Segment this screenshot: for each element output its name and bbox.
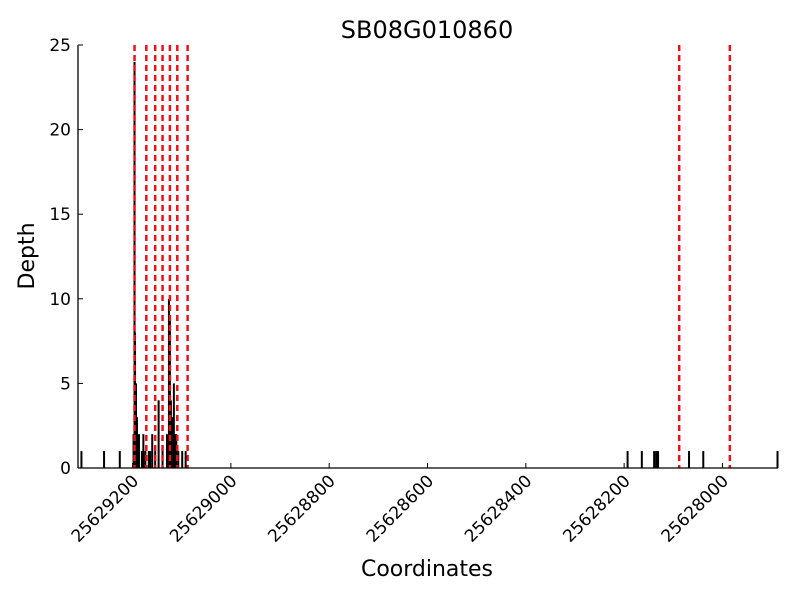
y-tick-label: 5	[60, 374, 71, 394]
depth-bar	[149, 451, 152, 468]
depth-bar	[657, 451, 660, 468]
depth-bar	[172, 383, 175, 468]
depth-bar	[653, 451, 656, 468]
x-tick-label: 25628800	[264, 471, 339, 546]
depth-bar	[184, 451, 187, 468]
y-tick-label: 15	[49, 205, 71, 225]
depth-bars	[80, 61, 779, 469]
depth-bar	[118, 451, 121, 468]
depth-bar	[626, 451, 629, 468]
x-tick-label: 25628600	[363, 471, 438, 546]
x-tick-label: 25629000	[166, 471, 241, 546]
depth-bar	[702, 451, 705, 468]
depth-bar	[776, 451, 779, 468]
depth-bar	[135, 417, 138, 468]
depth-bar	[133, 61, 136, 469]
depth-bar	[165, 434, 168, 468]
y-ticks: 0 5 10 15 20 25	[49, 36, 83, 479]
x-tick-label: 25629200	[68, 471, 143, 546]
depth-bar	[688, 451, 691, 468]
y-axis-label: Depth	[15, 222, 40, 289]
depth-bar	[169, 400, 172, 468]
plot-area: 0 5 10 15 20 25 25629200 25629000 25628800 25628…	[49, 36, 779, 547]
depth-bar	[173, 434, 176, 468]
depth-bar	[137, 434, 140, 468]
depth-bar	[157, 400, 160, 468]
y-tick-label: 10	[49, 290, 71, 310]
depth-bar	[147, 451, 150, 468]
depth-bar	[140, 451, 143, 468]
x-tick-label: 25628200	[559, 471, 634, 546]
x-ticks: 25629200 25629000 25628800 25628600 25628400…	[68, 463, 733, 547]
depth-bar	[640, 451, 643, 468]
depth-bar	[181, 451, 184, 468]
depth-bar	[142, 434, 145, 468]
depth-bar	[103, 451, 106, 468]
depth-bar	[80, 451, 83, 468]
x-axis-label: Coordinates	[361, 557, 493, 582]
depth-bar	[168, 315, 171, 468]
y-tick-label: 25	[49, 36, 71, 56]
depth-bar	[171, 417, 174, 468]
y-tick-label: 20	[49, 121, 71, 141]
annotation-lines	[133, 45, 732, 468]
x-tick-label: 25628400	[461, 471, 536, 546]
depth-bar	[175, 434, 178, 468]
y-tick-label: 0	[60, 459, 71, 479]
chart-title: SB08G010860	[341, 16, 513, 44]
depth-bar	[151, 434, 154, 468]
x-tick-label: 25628000	[658, 471, 733, 546]
